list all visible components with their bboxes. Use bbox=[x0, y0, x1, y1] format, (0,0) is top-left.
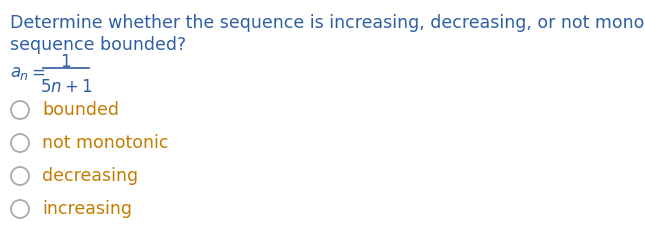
Text: increasing: increasing bbox=[42, 200, 132, 218]
Text: decreasing: decreasing bbox=[42, 167, 138, 185]
Text: bounded: bounded bbox=[42, 101, 119, 119]
Text: $1$: $1$ bbox=[61, 53, 72, 71]
Text: $n$: $n$ bbox=[19, 71, 28, 83]
Text: $=$: $=$ bbox=[28, 63, 45, 81]
Text: $a$: $a$ bbox=[10, 63, 21, 81]
Text: not monotonic: not monotonic bbox=[42, 134, 168, 152]
Text: $5n + 1$: $5n + 1$ bbox=[40, 78, 92, 96]
Text: Determine whether the sequence is increasing, decreasing, or not monotonic. Is t: Determine whether the sequence is increa… bbox=[10, 14, 645, 32]
Text: sequence bounded?: sequence bounded? bbox=[10, 36, 186, 54]
